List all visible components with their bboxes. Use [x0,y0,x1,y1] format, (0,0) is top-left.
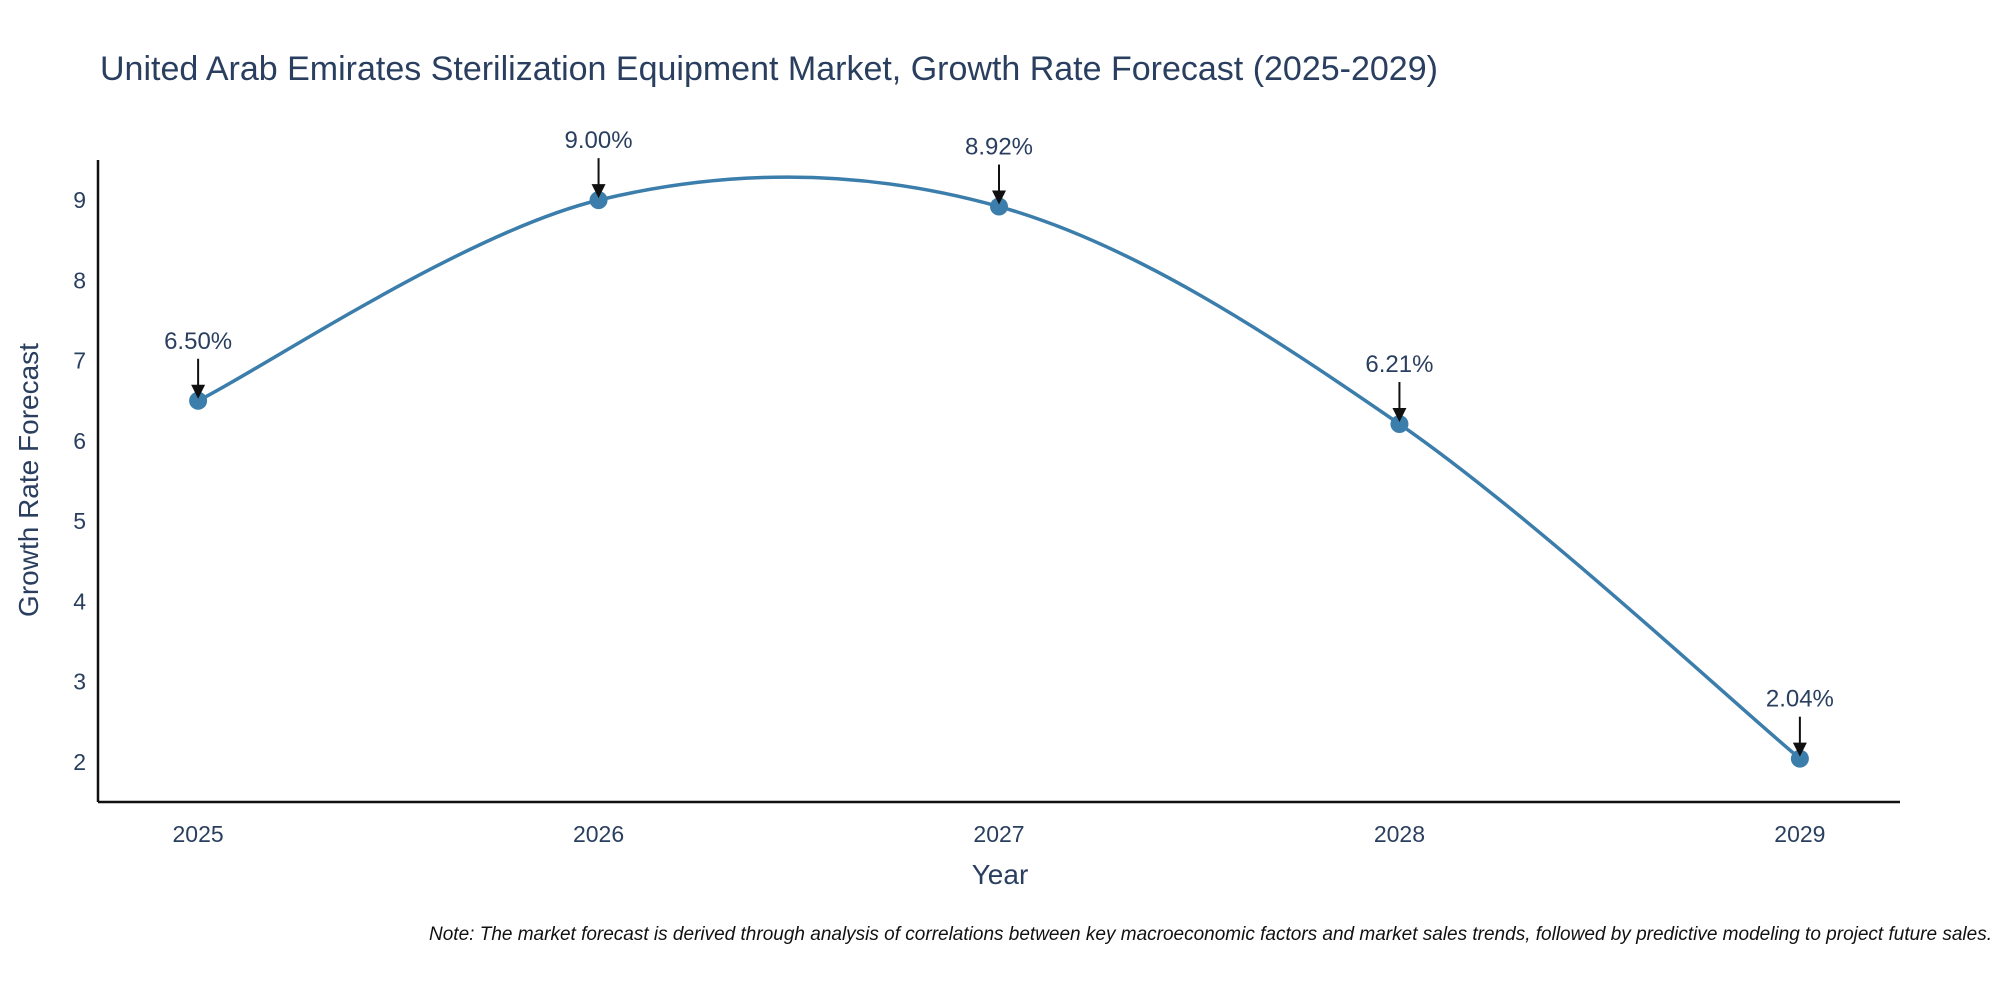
annotation-arrow-head [992,190,1006,205]
y-tick-label: 9 [73,187,86,213]
y-tick-label: 5 [73,508,86,534]
x-axis-ticks: 2025 2026 2027 2028 2029 [173,821,1826,847]
y-tick-label: 2 [73,749,86,775]
data-label: 8.92% [965,134,1033,161]
data-point [1790,749,1809,768]
y-tick-label: 3 [73,669,86,695]
y-tick-label: 6 [73,428,86,454]
x-axis-title: Year [972,859,1029,890]
y-tick-label: 4 [73,588,86,614]
y-axis-ticks: 2 3 4 5 6 7 8 9 [73,187,86,775]
footnote: Note: The market forecast is derived thr… [429,924,1992,945]
data-label: 9.00% [565,127,633,154]
x-tick-label: 2029 [1774,821,1825,847]
annotation-arrow-head [1792,742,1807,757]
data-labels: 6.50% 9.00% 8.92% 6.21% 2.04% [164,127,1834,757]
annotation-arrow-head [191,384,206,399]
data-points [189,191,1809,768]
annotation-arrow-head [591,184,606,199]
x-tick-label: 2028 [1374,821,1425,847]
data-point [1390,415,1409,434]
data-label: 2.04% [1766,686,1834,713]
annotation-arrow-head [1392,408,1407,423]
y-tick-label: 7 [73,348,86,374]
data-point [990,197,1008,216]
data-point [189,391,208,410]
y-axis-title: Growth Rate Forecast [13,343,44,617]
data-label: 6.21% [1365,351,1433,378]
x-tick-label: 2027 [973,821,1024,847]
data-point [589,191,608,210]
data-label: 6.50% [164,328,232,355]
x-tick-label: 2026 [573,821,624,847]
x-tick-label: 2025 [173,821,224,847]
y-tick-label: 8 [73,267,86,293]
series-line [197,175,1802,761]
chart-title: United Arab Emirates Sterilization Equip… [100,50,1438,88]
